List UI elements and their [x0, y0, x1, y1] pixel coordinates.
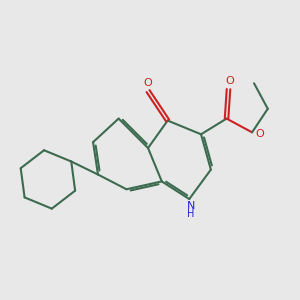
Text: O: O	[255, 129, 264, 139]
Text: O: O	[144, 78, 152, 88]
Text: N: N	[187, 200, 195, 211]
Text: O: O	[226, 76, 234, 86]
Text: H: H	[187, 209, 194, 219]
